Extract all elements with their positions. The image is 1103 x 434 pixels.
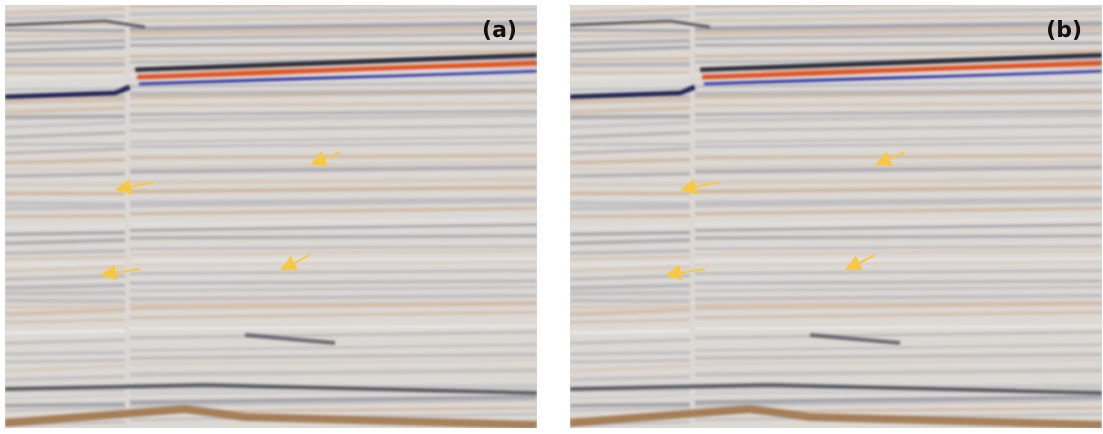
reflector: [570, 352, 690, 354]
reflector: [570, 404, 690, 405]
reflector: [570, 35, 690, 36]
reflector: [570, 116, 690, 117]
reflector: [570, 64, 690, 65]
reflector: [5, 116, 125, 117]
reflector: [570, 301, 690, 302]
reflector: [5, 89, 125, 90]
reflector: [5, 58, 125, 59]
reflector: [5, 293, 125, 294]
reflector: [5, 227, 125, 228]
reflector: [5, 64, 125, 65]
reflector: [5, 307, 125, 308]
reflector: [570, 16, 690, 19]
reflector: [570, 58, 690, 59]
reflector: [5, 16, 125, 19]
reflector: [5, 301, 125, 302]
reflector: [570, 285, 690, 288]
reflector: [570, 207, 690, 208]
reflector: [5, 207, 125, 208]
reflector: [5, 35, 125, 36]
reflector: [5, 174, 125, 176]
reflector: [5, 216, 125, 217]
reflector: [570, 227, 690, 228]
reflector: [570, 307, 690, 308]
reflector: [5, 285, 125, 288]
seismic-image: [570, 2, 1102, 428]
reflector: [5, 203, 125, 204]
seismic-panel: (b): [570, 2, 1102, 428]
reflector: [570, 174, 690, 176]
reflector: [570, 203, 690, 204]
panel-label: (a): [482, 18, 517, 43]
reflector: [570, 232, 690, 234]
reflector: [570, 216, 690, 217]
reflector: [5, 100, 125, 102]
reflector: [5, 352, 125, 354]
reflector: [5, 232, 125, 234]
reflector: [570, 100, 690, 102]
reflector: [570, 30, 690, 31]
reflector: [570, 293, 690, 294]
seismic-panel: (a): [5, 2, 537, 428]
panel-label: (b): [1046, 18, 1082, 43]
reflector: [5, 30, 125, 31]
reflector: [570, 89, 690, 90]
reflector: [5, 404, 125, 405]
seismic-image: [5, 2, 537, 428]
